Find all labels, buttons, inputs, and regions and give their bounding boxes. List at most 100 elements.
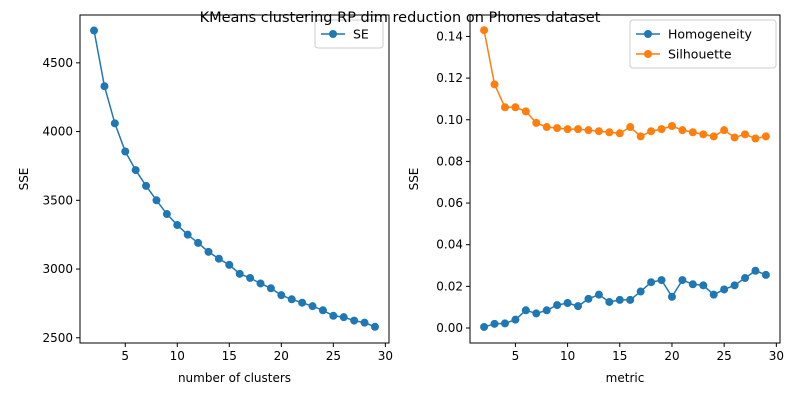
legend-label: Silhouette <box>668 47 732 62</box>
data-point-homogeneity <box>647 278 656 287</box>
y-tick-label: 3000 <box>42 262 73 276</box>
data-point-silhouette <box>584 126 593 135</box>
y-tick-label: 2500 <box>42 331 73 345</box>
plot-frame <box>469 14 781 344</box>
data-point-silhouette <box>615 129 624 138</box>
data-point-silhouette <box>720 126 729 135</box>
data-point-homogeneity <box>699 281 708 290</box>
data-point-silhouette <box>553 124 562 133</box>
data-point-homogeneity <box>688 280 697 289</box>
y-tick-label: 0.04 <box>436 238 463 252</box>
data-point-se <box>90 26 99 35</box>
data-point-silhouette <box>480 26 489 35</box>
y-tick-label: 0.12 <box>436 71 463 85</box>
data-point-silhouette <box>542 123 551 132</box>
figure-title: KMeans clustering RP dim reduction on Ph… <box>200 10 601 26</box>
x-tick-label: 25 <box>326 349 341 363</box>
data-point-silhouette <box>667 121 676 130</box>
data-point-se <box>225 260 234 269</box>
subplot-1: 5 10 15 20 25 30 2500 3000 3500 4000 4500 number of… <box>17 14 393 385</box>
data-point-se <box>204 247 213 256</box>
legend: SE <box>314 19 384 49</box>
x-tick-label: 10 <box>560 349 575 363</box>
series-line-silhouette <box>483 30 767 140</box>
legend-marker <box>644 30 652 38</box>
data-point-silhouette <box>532 118 541 127</box>
x-tick-label: 20 <box>664 349 679 363</box>
x-tick-label: 25 <box>717 349 732 363</box>
data-point-homogeneity <box>615 295 624 304</box>
data-point-silhouette <box>751 134 760 143</box>
y-axis-label: SSE <box>17 168 31 191</box>
data-point-silhouette <box>626 123 635 132</box>
legend-marker <box>329 30 337 38</box>
data-point-homogeneity <box>594 290 603 299</box>
data-point-se <box>370 322 379 331</box>
y-tick-label: 4500 <box>42 56 73 70</box>
data-point-se <box>298 298 307 307</box>
data-point-silhouette <box>647 127 656 136</box>
y-axis-label: SSE <box>407 168 421 191</box>
y-tick-label: 0.06 <box>436 196 463 210</box>
series-line-homogeneity <box>483 269 767 328</box>
data-point-homogeneity <box>500 319 509 328</box>
x-tick-label: 20 <box>274 349 289 363</box>
y-tick-label: 4000 <box>42 125 73 139</box>
data-point-silhouette <box>521 107 530 116</box>
data-point-homogeneity <box>480 322 489 331</box>
data-point-silhouette <box>636 132 645 141</box>
data-point-se <box>110 119 119 128</box>
data-point-homogeneity <box>584 294 593 303</box>
data-point-se <box>100 82 109 91</box>
series-line-se <box>93 30 376 328</box>
data-point-homogeneity <box>542 306 551 315</box>
data-point-silhouette <box>741 130 750 139</box>
data-point-homogeneity <box>574 302 583 311</box>
data-point-homogeneity <box>657 276 666 285</box>
data-point-se <box>131 166 140 175</box>
data-point-silhouette <box>500 103 509 112</box>
data-point-silhouette <box>574 125 583 134</box>
x-axis-label: number of clusters <box>178 371 291 385</box>
legend-marker <box>644 50 652 58</box>
plot-frame <box>79 14 390 344</box>
data-point-homogeneity <box>521 306 530 315</box>
data-point-silhouette <box>699 130 708 139</box>
legend-label: SE <box>353 27 369 42</box>
data-point-se <box>350 316 359 325</box>
x-tick-label: 15 <box>612 349 627 363</box>
data-point-silhouette <box>490 80 499 89</box>
data-point-homogeneity <box>761 270 770 279</box>
data-point-se <box>308 302 317 311</box>
data-point-silhouette <box>563 125 572 134</box>
data-point-homogeneity <box>511 315 520 324</box>
data-point-homogeneity <box>490 319 499 328</box>
x-axis-label: metric <box>606 371 645 385</box>
data-point-silhouette <box>730 133 739 142</box>
data-point-se <box>318 306 327 315</box>
legend: Homogeneity Silhouette <box>629 19 777 69</box>
y-tick-label: 0.02 <box>436 279 463 293</box>
data-point-se <box>142 181 151 190</box>
x-tick-label: 10 <box>170 349 185 363</box>
data-point-se <box>277 291 286 300</box>
data-point-silhouette <box>657 125 666 134</box>
data-point-homogeneity <box>605 297 614 306</box>
data-point-se <box>121 147 130 156</box>
data-point-se <box>246 273 255 282</box>
data-point-homogeneity <box>709 290 718 299</box>
data-point-homogeneity <box>532 309 541 318</box>
data-point-se <box>194 238 203 247</box>
data-point-homogeneity <box>553 301 562 310</box>
data-point-se <box>360 318 369 327</box>
data-point-homogeneity <box>751 266 760 275</box>
y-tick-label: 0.00 <box>436 321 463 335</box>
legend-label: Homogeneity <box>668 27 752 42</box>
x-tick-label: 30 <box>378 349 393 363</box>
data-point-homogeneity <box>730 281 739 290</box>
data-point-se <box>235 269 244 278</box>
data-point-se <box>183 230 192 239</box>
data-point-silhouette <box>688 128 697 137</box>
data-point-se <box>256 279 265 288</box>
